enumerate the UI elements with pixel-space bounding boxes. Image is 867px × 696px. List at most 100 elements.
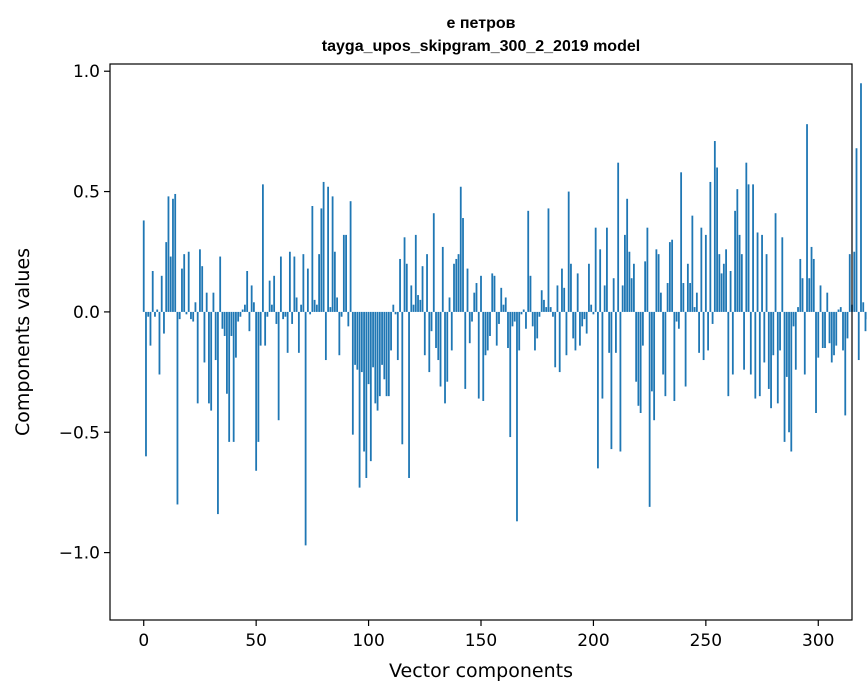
x-tick-label-2: 100 bbox=[352, 631, 384, 651]
bar-33 bbox=[217, 311, 219, 515]
bar-133 bbox=[441, 246, 444, 312]
bar-63 bbox=[284, 311, 287, 317]
bar-115 bbox=[401, 311, 404, 445]
bar-172 bbox=[529, 275, 532, 312]
bar-123 bbox=[419, 299, 422, 312]
bar-13 bbox=[172, 198, 174, 312]
bar-141 bbox=[459, 186, 462, 312]
bar-242 bbox=[686, 263, 689, 312]
bar-5 bbox=[154, 311, 156, 317]
bar-73 bbox=[306, 268, 309, 312]
bar-265 bbox=[738, 234, 741, 312]
bar-318 bbox=[857, 311, 860, 361]
bar-270 bbox=[749, 311, 752, 375]
bar-114 bbox=[399, 258, 401, 312]
bar-27 bbox=[203, 311, 206, 363]
bar-256 bbox=[718, 254, 721, 312]
bar-110 bbox=[390, 311, 392, 351]
bar-293 bbox=[801, 278, 804, 312]
bar-103 bbox=[374, 311, 377, 404]
bar-319 bbox=[860, 83, 862, 312]
bar-253 bbox=[711, 311, 714, 324]
bar-237 bbox=[675, 311, 678, 322]
bar-274 bbox=[758, 311, 761, 397]
bar-124 bbox=[421, 266, 424, 312]
bar-11 bbox=[167, 196, 170, 312]
bar-209 bbox=[612, 278, 615, 312]
bar-238 bbox=[677, 311, 680, 329]
bar-311 bbox=[842, 311, 844, 351]
bar-269 bbox=[747, 184, 750, 312]
bar-248 bbox=[700, 227, 703, 312]
bar-215 bbox=[626, 198, 629, 312]
bar-69 bbox=[297, 311, 300, 353]
bar-50 bbox=[255, 311, 258, 471]
bar-183 bbox=[554, 311, 557, 368]
bar-30 bbox=[210, 311, 213, 411]
bar-309 bbox=[837, 309, 840, 312]
x-tick-label-4: 200 bbox=[577, 631, 609, 651]
bar-312 bbox=[844, 311, 847, 416]
bar-128 bbox=[430, 311, 433, 332]
bar-82 bbox=[327, 186, 329, 312]
bar-263 bbox=[734, 210, 736, 312]
bar-21 bbox=[190, 311, 192, 320]
bar-118 bbox=[408, 311, 410, 478]
bar-203 bbox=[599, 249, 602, 312]
bar-53 bbox=[262, 184, 264, 312]
y-tick-label-0: 1.0 bbox=[73, 62, 100, 82]
bar-186 bbox=[561, 268, 563, 312]
bar-120 bbox=[412, 304, 415, 312]
y-tick-label-1: 0.5 bbox=[73, 183, 100, 203]
bar-58 bbox=[273, 275, 276, 312]
bar-161 bbox=[504, 297, 507, 312]
bar-163 bbox=[509, 311, 512, 438]
bar-35 bbox=[221, 311, 224, 329]
bar-126 bbox=[426, 254, 428, 312]
bar-254 bbox=[713, 141, 716, 312]
bar-148 bbox=[475, 283, 478, 312]
bar-198 bbox=[588, 263, 590, 312]
bar-32 bbox=[214, 311, 217, 361]
bar-130 bbox=[435, 311, 437, 349]
bar-168 bbox=[520, 311, 523, 315]
bar-194 bbox=[579, 311, 581, 346]
y-tick-label-2: 0.0 bbox=[73, 303, 100, 323]
bar-302 bbox=[821, 311, 824, 349]
bar-264 bbox=[736, 189, 739, 312]
bar-285 bbox=[783, 311, 786, 442]
bar-195 bbox=[581, 311, 584, 327]
bar-228 bbox=[655, 249, 658, 312]
bar-301 bbox=[819, 285, 822, 312]
bar-159 bbox=[500, 287, 503, 312]
bar-39 bbox=[230, 311, 233, 336]
bar-249 bbox=[702, 311, 705, 361]
bar-26 bbox=[201, 266, 204, 312]
bar-40 bbox=[232, 311, 235, 442]
bar-165 bbox=[513, 311, 516, 322]
bar-48 bbox=[250, 285, 253, 312]
bar-199 bbox=[590, 304, 593, 312]
bar-289 bbox=[792, 311, 795, 327]
bar-135 bbox=[446, 311, 449, 382]
bar-177 bbox=[540, 290, 543, 312]
bar-19 bbox=[185, 311, 188, 315]
bar-105 bbox=[378, 311, 381, 397]
bar-137 bbox=[450, 311, 453, 351]
bar-298 bbox=[812, 258, 815, 312]
bar-41 bbox=[235, 311, 237, 358]
bar-246 bbox=[695, 292, 698, 312]
bar-132 bbox=[439, 311, 442, 387]
bar-214 bbox=[624, 234, 626, 312]
bar-64 bbox=[286, 311, 289, 353]
bar-155 bbox=[491, 273, 494, 312]
chart-title-line2: tayga_upos_skipgram_300_2_2019 model bbox=[322, 38, 640, 55]
bar-190 bbox=[570, 263, 572, 312]
bar-271 bbox=[752, 184, 754, 312]
bar-104 bbox=[376, 311, 379, 411]
bar-267 bbox=[743, 311, 745, 370]
bar-68 bbox=[295, 297, 298, 312]
bar-188 bbox=[565, 311, 568, 356]
bar-294 bbox=[803, 311, 806, 375]
bar-303 bbox=[824, 311, 826, 349]
